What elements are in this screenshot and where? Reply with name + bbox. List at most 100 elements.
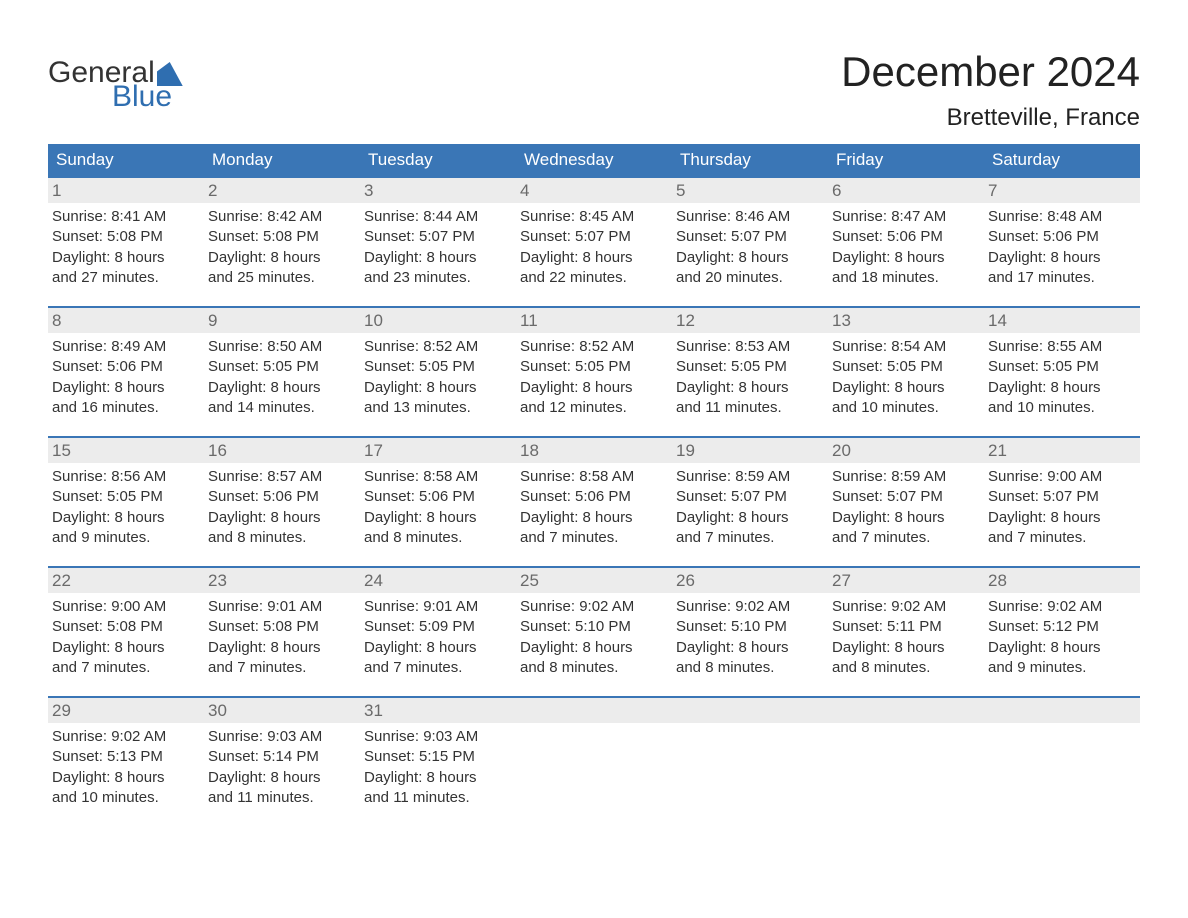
day-details: Sunrise: 9:02 AMSunset: 5:10 PMDaylight:… xyxy=(516,593,672,684)
day-d1: Daylight: 8 hours xyxy=(364,248,512,268)
day-d2: and 7 minutes. xyxy=(364,658,512,678)
day-sunrise: Sunrise: 8:59 AM xyxy=(832,467,980,487)
calendar-week: 1Sunrise: 8:41 AMSunset: 5:08 PMDaylight… xyxy=(48,176,1140,296)
day-number: 30 xyxy=(204,698,360,723)
day-number: 19 xyxy=(672,438,828,463)
day-number: 23 xyxy=(204,568,360,593)
day-d1: Daylight: 8 hours xyxy=(208,378,356,398)
calendar-day: 11Sunrise: 8:52 AMSunset: 5:05 PMDayligh… xyxy=(516,308,672,426)
day-number: 13 xyxy=(828,308,984,333)
day-details: Sunrise: 8:52 AMSunset: 5:05 PMDaylight:… xyxy=(360,333,516,424)
day-sunset: Sunset: 5:11 PM xyxy=(832,617,980,637)
day-details: Sunrise: 8:58 AMSunset: 5:06 PMDaylight:… xyxy=(360,463,516,554)
location-label: Bretteville, France xyxy=(841,104,1140,132)
day-d1: Daylight: 8 hours xyxy=(832,638,980,658)
brand-word-2: Blue xyxy=(112,82,172,112)
calendar-day: 10Sunrise: 8:52 AMSunset: 5:05 PMDayligh… xyxy=(360,308,516,426)
day-d2: and 7 minutes. xyxy=(520,528,668,548)
day-number: 6 xyxy=(828,178,984,203)
day-sunrise: Sunrise: 8:44 AM xyxy=(364,207,512,227)
day-number: 14 xyxy=(984,308,1140,333)
month-title: December 2024 xyxy=(841,48,1140,96)
day-sunset: Sunset: 5:05 PM xyxy=(364,357,512,377)
calendar-day: 15Sunrise: 8:56 AMSunset: 5:05 PMDayligh… xyxy=(48,438,204,556)
day-sunrise: Sunrise: 9:02 AM xyxy=(520,597,668,617)
day-number: 11 xyxy=(516,308,672,333)
day-number: 7 xyxy=(984,178,1140,203)
calendar-day: 1Sunrise: 8:41 AMSunset: 5:08 PMDaylight… xyxy=(48,178,204,296)
calendar-day: 7Sunrise: 8:48 AMSunset: 5:06 PMDaylight… xyxy=(984,178,1140,296)
day-sunrise: Sunrise: 8:50 AM xyxy=(208,337,356,357)
day-details: Sunrise: 8:59 AMSunset: 5:07 PMDaylight:… xyxy=(672,463,828,554)
day-d1: Daylight: 8 hours xyxy=(364,508,512,528)
day-d1: Daylight: 8 hours xyxy=(988,508,1136,528)
calendar-day: 21Sunrise: 9:00 AMSunset: 5:07 PMDayligh… xyxy=(984,438,1140,556)
day-sunset: Sunset: 5:05 PM xyxy=(52,487,200,507)
day-details: Sunrise: 8:56 AMSunset: 5:05 PMDaylight:… xyxy=(48,463,204,554)
day-sunset: Sunset: 5:05 PM xyxy=(988,357,1136,377)
day-sunset: Sunset: 5:05 PM xyxy=(832,357,980,377)
day-d1: Daylight: 8 hours xyxy=(52,638,200,658)
day-details: Sunrise: 9:02 AMSunset: 5:13 PMDaylight:… xyxy=(48,723,204,814)
day-sunrise: Sunrise: 8:59 AM xyxy=(676,467,824,487)
calendar-day: 18Sunrise: 8:58 AMSunset: 5:06 PMDayligh… xyxy=(516,438,672,556)
day-details: Sunrise: 8:54 AMSunset: 5:05 PMDaylight:… xyxy=(828,333,984,424)
calendar-day: 28Sunrise: 9:02 AMSunset: 5:12 PMDayligh… xyxy=(984,568,1140,686)
calendar-day: 31Sunrise: 9:03 AMSunset: 5:15 PMDayligh… xyxy=(360,698,516,816)
day-number: 31 xyxy=(360,698,516,723)
day-sunrise: Sunrise: 8:48 AM xyxy=(988,207,1136,227)
day-d1: Daylight: 8 hours xyxy=(676,378,824,398)
calendar: SundayMondayTuesdayWednesdayThursdayFrid… xyxy=(48,144,1140,816)
day-number: 4 xyxy=(516,178,672,203)
calendar-day: 27Sunrise: 9:02 AMSunset: 5:11 PMDayligh… xyxy=(828,568,984,686)
weekday-header: Monday xyxy=(204,144,360,176)
calendar-day: 19Sunrise: 8:59 AMSunset: 5:07 PMDayligh… xyxy=(672,438,828,556)
day-details: Sunrise: 8:58 AMSunset: 5:06 PMDaylight:… xyxy=(516,463,672,554)
weekday-header: Thursday xyxy=(672,144,828,176)
day-sunrise: Sunrise: 9:00 AM xyxy=(988,467,1136,487)
day-number: 15 xyxy=(48,438,204,463)
day-d2: and 8 minutes. xyxy=(208,528,356,548)
day-d2: and 9 minutes. xyxy=(52,528,200,548)
day-sunset: Sunset: 5:10 PM xyxy=(520,617,668,637)
day-d2: and 14 minutes. xyxy=(208,398,356,418)
day-d2: and 10 minutes. xyxy=(832,398,980,418)
day-sunrise: Sunrise: 8:54 AM xyxy=(832,337,980,357)
day-d1: Daylight: 8 hours xyxy=(52,248,200,268)
day-d2: and 7 minutes. xyxy=(52,658,200,678)
day-d1: Daylight: 8 hours xyxy=(676,638,824,658)
day-d1: Daylight: 8 hours xyxy=(52,508,200,528)
day-sunrise: Sunrise: 8:47 AM xyxy=(832,207,980,227)
day-sunset: Sunset: 5:08 PM xyxy=(208,227,356,247)
day-sunset: Sunset: 5:08 PM xyxy=(52,617,200,637)
calendar-day: 17Sunrise: 8:58 AMSunset: 5:06 PMDayligh… xyxy=(360,438,516,556)
weekday-header: Tuesday xyxy=(360,144,516,176)
day-d2: and 8 minutes. xyxy=(364,528,512,548)
day-sunrise: Sunrise: 8:42 AM xyxy=(208,207,356,227)
day-d2: and 13 minutes. xyxy=(364,398,512,418)
day-d1: Daylight: 8 hours xyxy=(832,248,980,268)
day-d2: and 8 minutes. xyxy=(520,658,668,678)
day-sunset: Sunset: 5:07 PM xyxy=(364,227,512,247)
day-details: Sunrise: 8:47 AMSunset: 5:06 PMDaylight:… xyxy=(828,203,984,294)
day-number: 28 xyxy=(984,568,1140,593)
day-sunrise: Sunrise: 8:58 AM xyxy=(520,467,668,487)
day-d2: and 18 minutes. xyxy=(832,268,980,288)
calendar-day: 6Sunrise: 8:47 AMSunset: 5:06 PMDaylight… xyxy=(828,178,984,296)
day-sunset: Sunset: 5:08 PM xyxy=(208,617,356,637)
day-sunset: Sunset: 5:07 PM xyxy=(520,227,668,247)
calendar-day: 20Sunrise: 8:59 AMSunset: 5:07 PMDayligh… xyxy=(828,438,984,556)
day-details: Sunrise: 9:02 AMSunset: 5:12 PMDaylight:… xyxy=(984,593,1140,684)
day-sunset: Sunset: 5:07 PM xyxy=(676,227,824,247)
day-sunrise: Sunrise: 8:53 AM xyxy=(676,337,824,357)
day-sunrise: Sunrise: 9:01 AM xyxy=(364,597,512,617)
calendar-day: 4Sunrise: 8:45 AMSunset: 5:07 PMDaylight… xyxy=(516,178,672,296)
day-d2: and 7 minutes. xyxy=(988,528,1136,548)
day-d2: and 16 minutes. xyxy=(52,398,200,418)
day-sunset: Sunset: 5:06 PM xyxy=(208,487,356,507)
calendar-day: 14Sunrise: 8:55 AMSunset: 5:05 PMDayligh… xyxy=(984,308,1140,426)
day-details: Sunrise: 9:00 AMSunset: 5:07 PMDaylight:… xyxy=(984,463,1140,554)
weekday-header-row: SundayMondayTuesdayWednesdayThursdayFrid… xyxy=(48,144,1140,176)
day-d1: Daylight: 8 hours xyxy=(520,378,668,398)
day-sunset: Sunset: 5:09 PM xyxy=(364,617,512,637)
